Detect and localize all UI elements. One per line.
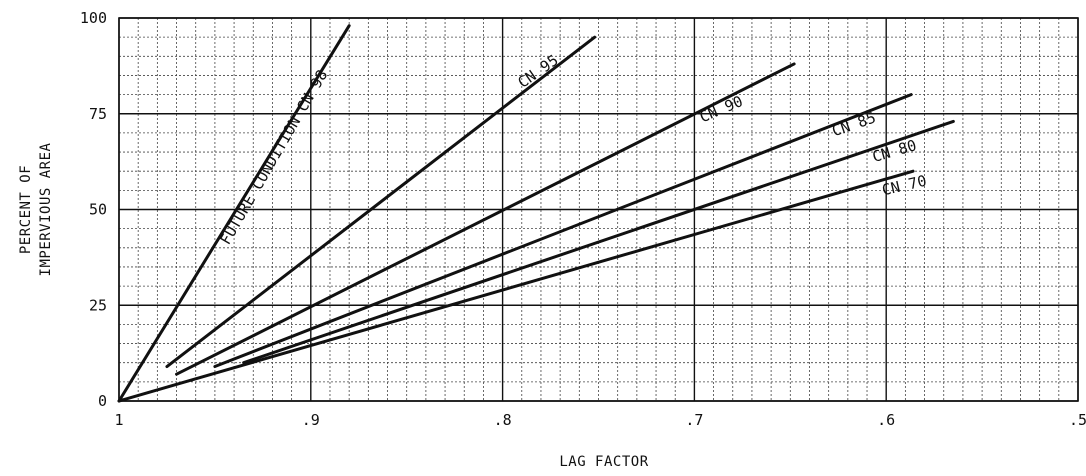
y-axis-title: PERCENT OF IMPERVIOUS AREA <box>18 142 54 276</box>
y-tick-label-3: 75 <box>89 105 107 123</box>
y-tick-label-0: 0 <box>98 392 107 410</box>
x-tick-label-2: .8 <box>494 411 512 429</box>
series-line-4 <box>242 119 955 365</box>
y-tick-label-4: 100 <box>80 9 107 27</box>
y-axis-title-line-0: PERCENT OF <box>18 165 34 254</box>
x-tick-label-4: .6 <box>877 411 895 429</box>
series-label-0: FUTURE CONDITION CN 98 <box>216 67 331 248</box>
x-tick-label-5: .5 <box>1069 411 1086 429</box>
series-line-5 <box>117 169 915 403</box>
series-label-5: CN 70 <box>880 172 928 200</box>
x-tick-label-1: .9 <box>302 411 320 429</box>
grid <box>118 17 1079 402</box>
series-label-1: CN 95 <box>514 51 561 92</box>
series-line-3 <box>213 93 913 369</box>
y-tick-label-1: 25 <box>89 296 107 314</box>
series-line-1 <box>165 35 597 369</box>
x-axis-title: LAG FACTOR <box>559 454 648 470</box>
y-tick-label-2: 50 <box>89 201 107 219</box>
x-tick-label-0: 1 <box>114 411 123 429</box>
series-line-2 <box>175 62 796 376</box>
series-label-2: CN 90 <box>697 92 746 126</box>
y-axis-title-line-1: IMPERVIOUS AREA <box>38 142 54 276</box>
x-tick-label-3: .7 <box>685 411 703 429</box>
plot-frame <box>118 17 1079 402</box>
series-line-0 <box>117 24 351 403</box>
series-lines <box>117 24 955 403</box>
tick-labels: 1 .9 .8 .7 .6 .5 0 25 50 75 100 <box>80 9 1086 429</box>
